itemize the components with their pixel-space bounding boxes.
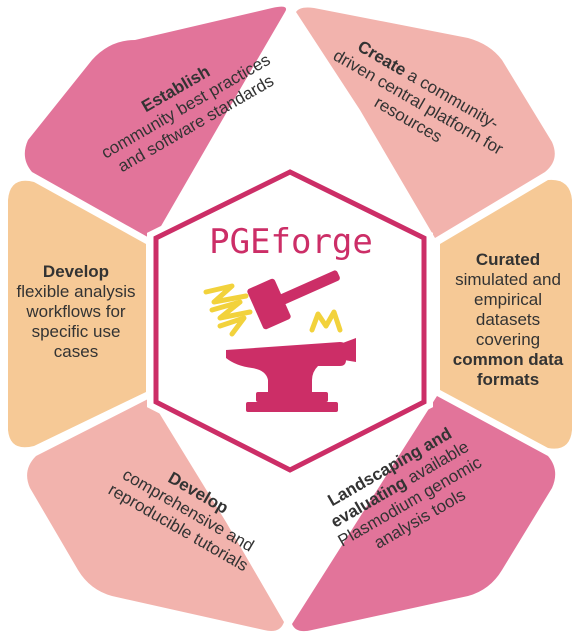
segment-left-rest: flexible analysis workflows for specific… xyxy=(16,282,136,361)
segment-left-text: Develop flexible analysis workflows for … xyxy=(14,262,138,362)
segment-bottom-right xyxy=(292,396,556,632)
segment-left-bold: Develop xyxy=(42,262,110,281)
anvil-icon xyxy=(226,338,356,412)
segment-right-rest: simulated and empirical datasets coverin… xyxy=(455,270,561,349)
segment-top-left xyxy=(24,6,287,240)
segment-top-right xyxy=(296,7,555,238)
segment-bottom-left xyxy=(27,398,284,631)
hammer-icon xyxy=(247,270,340,330)
segment-right xyxy=(440,179,572,449)
segment-right-bold2: common data formats xyxy=(452,350,564,389)
center-title: PGEforge xyxy=(209,222,373,262)
segment-left xyxy=(8,180,146,448)
segment-right-bold: Curated xyxy=(475,250,541,269)
center-hexagon xyxy=(153,169,427,473)
spark-icon xyxy=(203,283,343,337)
segment-right-text: Curated simulated and empirical datasets… xyxy=(446,250,570,390)
